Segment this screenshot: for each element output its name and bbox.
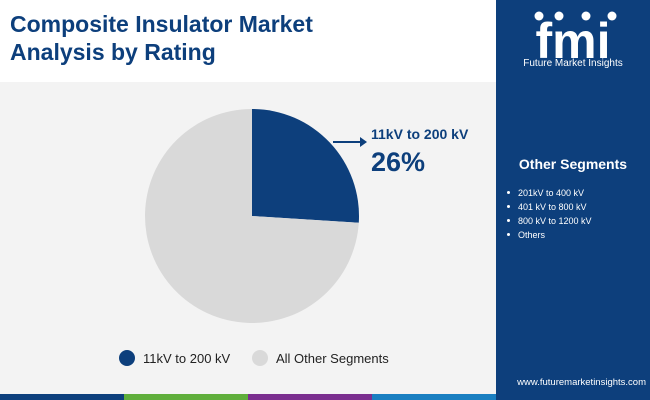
color-bar bbox=[0, 394, 496, 400]
logo-wordmark: fmi bbox=[536, 13, 611, 69]
segment-label: Others bbox=[518, 230, 546, 240]
logo-icon-4 bbox=[607, 11, 617, 21]
callout: 11kV to 200 kV 26% bbox=[333, 126, 469, 177]
color-bar-segment bbox=[372, 394, 496, 400]
color-bar-segment bbox=[248, 394, 372, 400]
legend: 11kV to 200 kV All Other Segments bbox=[119, 350, 389, 366]
callout-label: 11kV to 200 kV bbox=[371, 126, 469, 142]
chart-title: Composite Insulator Market Analysis by R… bbox=[10, 10, 313, 66]
legend-label-other: All Other Segments bbox=[276, 351, 389, 366]
logo-tagline: Future Market Insights bbox=[523, 58, 623, 69]
list-item: 201kV to 400 kV bbox=[504, 186, 592, 200]
chart-title-line2: Analysis by Rating bbox=[10, 39, 216, 65]
legend-swatch-other bbox=[252, 350, 268, 366]
color-bar-segment bbox=[124, 394, 248, 400]
bullet-icon bbox=[507, 233, 510, 236]
other-segments-title: Other Segments bbox=[518, 156, 628, 172]
chart-title-line1: Composite Insulator Market bbox=[10, 11, 313, 37]
pie-chart: 11kV to 200 kV 26% 11kV to 200 kV All Ot… bbox=[119, 109, 469, 366]
callout-arrow-head bbox=[360, 137, 367, 147]
logo-icon-1 bbox=[534, 11, 544, 21]
segment-label: 201kV to 400 kV bbox=[518, 188, 585, 198]
other-segments-list: 201kV to 400 kV 401 kV to 800 kV 800 kV … bbox=[504, 186, 592, 242]
callout-value: 26% bbox=[371, 147, 425, 177]
list-item: Others bbox=[504, 228, 592, 242]
segment-label: 800 kV to 1200 kV bbox=[518, 216, 592, 226]
bullet-icon bbox=[507, 205, 510, 208]
segment-label: 401 kV to 800 kV bbox=[518, 202, 587, 212]
pie-slice-primary bbox=[252, 109, 360, 223]
legend-swatch-primary bbox=[119, 350, 135, 366]
website-link[interactable]: www.futuremarketinsights.com bbox=[517, 377, 646, 388]
bullet-icon bbox=[507, 219, 510, 222]
logo-icon-3 bbox=[581, 11, 591, 21]
list-item: 800 kV to 1200 kV bbox=[504, 214, 592, 228]
pie-slices bbox=[145, 109, 360, 324]
brand-sidebar: fmi Future Market Insights Other Segment… bbox=[496, 0, 650, 400]
chart-panel: 11kV to 200 kV 26% 11kV to 200 kV All Ot… bbox=[0, 82, 496, 394]
color-bar-segment bbox=[0, 394, 124, 400]
logo-icon-2 bbox=[554, 11, 564, 21]
header: Composite Insulator Market Analysis by R… bbox=[0, 0, 496, 82]
pie-slice-other bbox=[145, 109, 359, 324]
legend-label-primary: 11kV to 200 kV bbox=[143, 351, 231, 366]
fmi-logo: fmi bbox=[534, 11, 617, 69]
list-item: 401 kV to 800 kV bbox=[504, 200, 592, 214]
bullet-icon bbox=[507, 191, 510, 194]
